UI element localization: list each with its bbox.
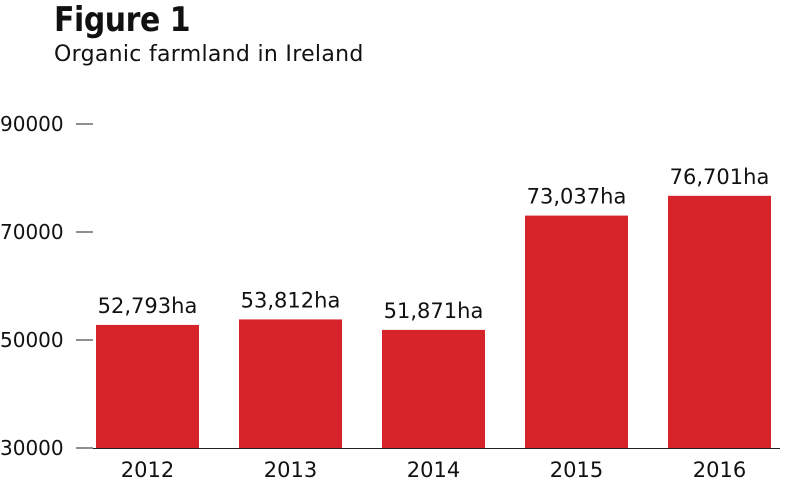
y-tick-label: 70000 [0,220,64,244]
bar-2013 [239,319,342,448]
data-labels: 52,793ha 53,812ha 51,871ha 73,037ha 76,701ha [98,165,770,323]
bar-2016 [668,195,771,448]
y-tick-label: 30000 [0,436,64,460]
y-tick-label: 50000 [0,328,64,352]
chart-title: Figure 1 [54,0,191,40]
data-label-2016: 76,701ha [670,165,770,189]
data-label-2012: 52,793ha [98,294,198,318]
chart-subtitle: Organic farmland in Ireland [54,42,364,67]
x-tick-label: 2012 [121,458,174,482]
data-label-2015: 73,037ha [527,185,627,209]
y-tick-label: 90000 [0,112,64,136]
bar-2015 [525,215,628,448]
x-tick-label: 2016 [693,458,746,482]
bar-2012 [96,324,199,448]
x-tick-label: 2013 [264,458,317,482]
x-tick-label: 2015 [550,458,603,482]
x-axis: 2012 2013 2014 2015 2016 [93,448,780,482]
bars [96,195,771,448]
data-label-2014: 51,871ha [384,299,484,323]
x-tick-label: 2014 [407,458,460,482]
bar-2014 [382,329,485,448]
data-label-2013: 53,812ha [241,288,341,312]
y-axis: 30000 50000 70000 90000 [0,112,93,460]
